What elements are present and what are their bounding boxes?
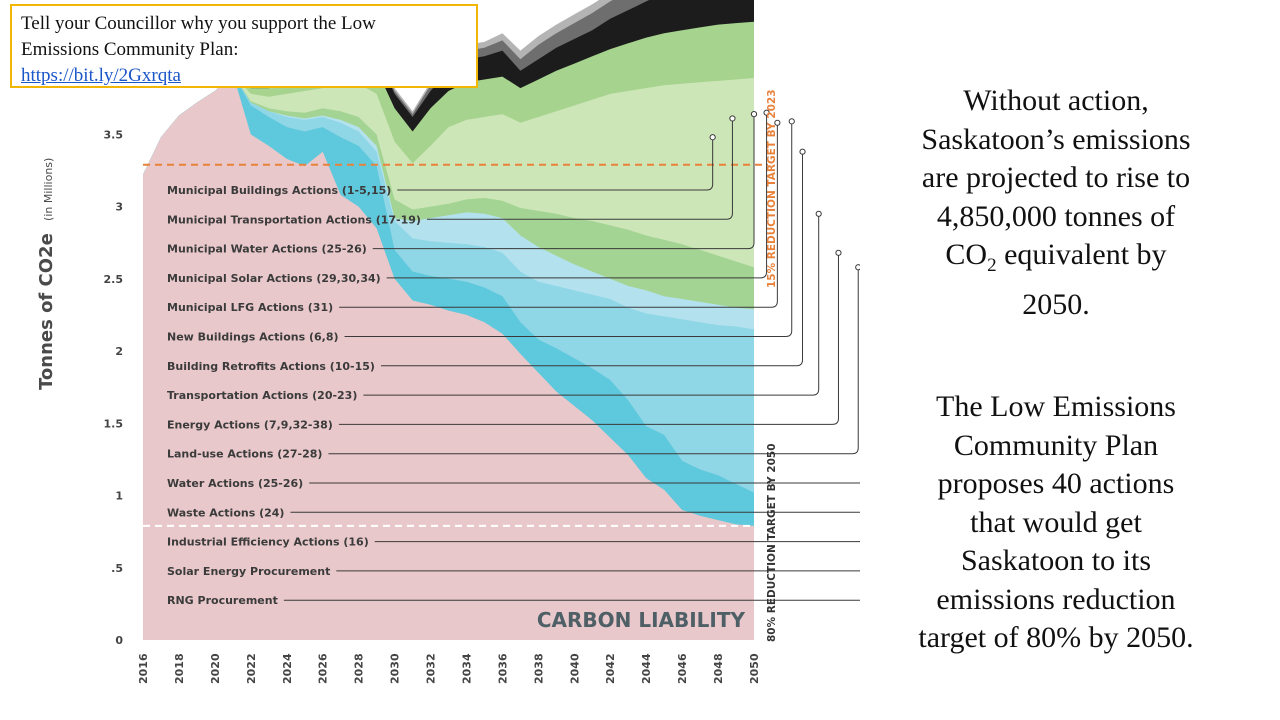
y-tick-7: 3.5: [104, 128, 124, 141]
annotation-leader-3: [386, 112, 768, 279]
y-tick-3: 1.5: [104, 417, 124, 430]
carbon-liability-label: CARBON LIABILITY: [537, 608, 746, 632]
annotation-dot-4: [774, 119, 781, 126]
x-tick-4: 2024: [281, 653, 294, 684]
annotation-label-4: Municipal LFG Actions (31): [167, 301, 333, 314]
x-tick-15: 2046: [676, 653, 689, 684]
emissions-chart: Municipal Buildings Actions (1-5,15) Muni…: [36, 0, 860, 684]
co2-rest: equivalent by: [996, 238, 1167, 271]
y-tick-2: 1: [115, 490, 123, 503]
annotation-label-1: Municipal Transportation Actions (17-19): [167, 213, 421, 226]
annotation-label-5: New Buildings Actions (6,8): [167, 331, 339, 344]
plan-line-4: that would get: [970, 505, 1142, 539]
x-tick-5: 2026: [317, 653, 330, 684]
annotation-dot-0: [709, 134, 716, 141]
stacked-areas: [143, 0, 754, 640]
projection-line-4: 4,850,000 tonnes of: [936, 199, 1176, 233]
callout-link[interactable]: https://bit.ly/2Gxrqta: [21, 65, 181, 86]
projection-line-5: CO2 equivalent by: [868, 236, 1244, 286]
y-axis-ticks: 0 .5 1 1.5 2 2.5 3 3.5: [104, 128, 124, 647]
plan-paragraph: The Low Emissions Community Plan propose…: [866, 388, 1246, 658]
y-axis-title: Tonnes of CO2e: [36, 233, 57, 390]
y-tick-0: 0: [115, 634, 123, 647]
projection-paragraph: Without action, Saskatoon’s emissions ar…: [868, 82, 1244, 324]
annotation-dot-1: [729, 115, 736, 122]
annotation-label-9: Land-use Actions (27-28): [167, 448, 322, 461]
x-tick-6: 2028: [353, 653, 366, 684]
target-2023-label: 15% REDUCTION TARGET BY 2023: [766, 89, 778, 288]
target-2050-label: 80% REDUCTION TARGET BY 2050: [766, 443, 778, 642]
annotation-leaders: Municipal Buildings Actions (1-5,15) Muni…: [167, 109, 860, 607]
x-tick-11: 2038: [532, 653, 545, 684]
annotation-dot-7: [815, 210, 822, 217]
y-tick-6: 3: [115, 201, 123, 214]
annotation-leader-8: [338, 252, 839, 425]
councillor-callout: Tell your Councillor why you support the…: [10, 4, 478, 88]
annotation-leader-6: [380, 151, 804, 367]
plan-line-2: Community Plan: [953, 428, 1159, 462]
x-tick-7: 2030: [389, 653, 402, 684]
plan-line-5: Saskatoon to its: [960, 544, 1151, 577]
annotation-dot-2: [750, 111, 758, 118]
annotation-leader-5: [344, 121, 793, 337]
y-tick-5: 2.5: [104, 273, 124, 286]
annotation-leader-7: [363, 213, 820, 396]
projection-line-1: Without action,: [963, 84, 1149, 117]
y-tick-4: 2: [115, 345, 123, 358]
projection-line-2: Saskatoon’s emissions: [921, 122, 1191, 156]
annotation-label-7: Transportation Actions (20-23): [167, 389, 357, 402]
annotation-label-10: Water Actions (25-26): [167, 477, 303, 490]
x-tick-13: 2042: [604, 653, 617, 684]
plan-line-1: The Low Emissions: [936, 390, 1176, 423]
annotation-label-6: Building Retrofits Actions (10-15): [167, 360, 375, 373]
plan-line-3: proposes 40 actions: [937, 467, 1175, 500]
callout-line-1: Tell your Councillor why you support the…: [21, 13, 376, 34]
x-tick-16: 2048: [712, 653, 725, 684]
projection-line-3: are projected to rise to: [921, 161, 1191, 194]
annotation-label-0: Municipal Buildings Actions (1-5,15): [167, 184, 391, 197]
y-axis-label: Tonnes of CO2e (in Millions): [36, 158, 57, 390]
x-tick-14: 2044: [640, 653, 653, 684]
annotation-label-2: Municipal Water Actions (25-26): [167, 243, 367, 256]
co2-subscript: 2: [987, 255, 997, 276]
area-series-0: [143, 73, 754, 640]
annotation-label-13: Solar Energy Procurement: [167, 565, 330, 578]
annotation-label-11: Waste Actions (24): [167, 506, 284, 519]
annotation-leader-0: [397, 137, 714, 191]
x-tick-3: 2022: [245, 653, 258, 684]
annotation-dot-3: [763, 109, 770, 116]
x-axis-ticks: 2016 2018 2020 2022 2024 2026 2028 2030 2032 2034…: [137, 653, 761, 684]
x-tick-10: 2036: [496, 653, 509, 684]
x-tick-0: 2016: [137, 653, 150, 684]
reference-lines: [143, 163, 768, 527]
annotation-dot-9: [855, 264, 860, 271]
co2-text: CO: [945, 238, 988, 271]
annotation-label-8: Energy Actions (7,9,32-38): [167, 418, 333, 431]
annotation-label-3: Municipal Solar Actions (29,30,34): [167, 272, 381, 285]
annotation-dot-6: [799, 148, 806, 155]
annotation-leader-4: [339, 122, 778, 308]
annotation-label-12: Industrial Efficiency Actions (16): [167, 536, 369, 549]
x-tick-12: 2040: [568, 653, 581, 684]
projection-line-6: 2050.: [1022, 287, 1090, 321]
plan-line-7: target of 80% by 2050.: [918, 621, 1194, 654]
annotation-dot-8: [835, 249, 842, 256]
plan-line-6: emissions reduction: [936, 582, 1176, 616]
annotation-leader-2: [372, 114, 755, 250]
x-tick-17: 2050: [748, 653, 761, 684]
annotation-label-14: RNG Procurement: [167, 594, 278, 607]
annotation-leader-1: [426, 118, 733, 220]
annotation-leader-9: [328, 267, 859, 455]
y-tick-1: .5: [111, 562, 123, 575]
x-tick-9: 2034: [460, 653, 473, 684]
y-axis-units: (in Millions): [42, 158, 55, 221]
annotation-dot-5: [788, 118, 795, 125]
callout-line-2: Emissions Community Plan:: [21, 39, 239, 60]
x-tick-1: 2018: [173, 653, 186, 684]
x-tick-2: 2020: [209, 653, 222, 684]
x-tick-8: 2032: [425, 653, 438, 684]
